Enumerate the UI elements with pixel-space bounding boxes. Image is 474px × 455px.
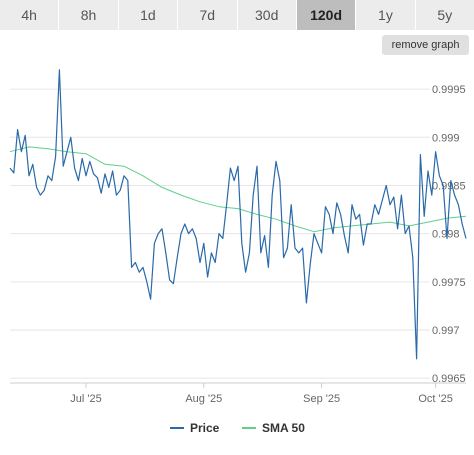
series-line-sma-50 <box>9 146 467 233</box>
y-tick-label: 0.9975 <box>432 277 466 289</box>
y-tick-label: 0.998 <box>432 229 460 241</box>
legend-item[interactable]: Price <box>190 421 220 435</box>
y-tick-label: 0.9985 <box>432 180 466 192</box>
y-tick-label: 0.9995 <box>432 84 466 96</box>
series-line-price <box>9 69 467 360</box>
x-tick-label: Jul '25 <box>70 393 101 405</box>
tab-8h[interactable]: 8h <box>59 0 119 30</box>
x-tick-label: Oct '25 <box>418 393 453 405</box>
legend-item[interactable]: SMA 50 <box>262 421 305 435</box>
tab-4h[interactable]: 4h <box>0 0 60 30</box>
y-tick-label: 0.9965 <box>432 373 466 385</box>
x-tick-label: Sep '25 <box>303 393 340 405</box>
series-lines <box>9 69 467 360</box>
grid-lines <box>10 88 430 379</box>
time-range-tabs: 4h 8h 1d 7d 30d 120d 1y 5y <box>0 0 474 30</box>
x-axis-ticks: Jul '25 Aug '25 Sep '25 Oct '25 <box>10 382 466 405</box>
y-axis-ticks: 0.9965 0.997 0.9975 0.998 0.9985 0.999 0.9995 <box>432 84 466 385</box>
x-tick-label: Aug '25 <box>185 393 222 405</box>
tab-5y[interactable]: 5y <box>415 0 474 30</box>
tab-120d[interactable]: 120d <box>296 0 357 30</box>
y-tick-label: 0.999 <box>432 132 460 144</box>
remove-graph-button[interactable]: remove graph <box>382 35 469 55</box>
legend: Price SMA 50 <box>170 421 305 435</box>
tab-1y[interactable]: 1y <box>356 0 416 30</box>
tab-7d[interactable]: 7d <box>178 0 238 30</box>
tab-1d[interactable]: 1d <box>118 0 179 30</box>
y-tick-label: 0.997 <box>432 325 460 337</box>
tab-30d[interactable]: 30d <box>237 0 297 30</box>
